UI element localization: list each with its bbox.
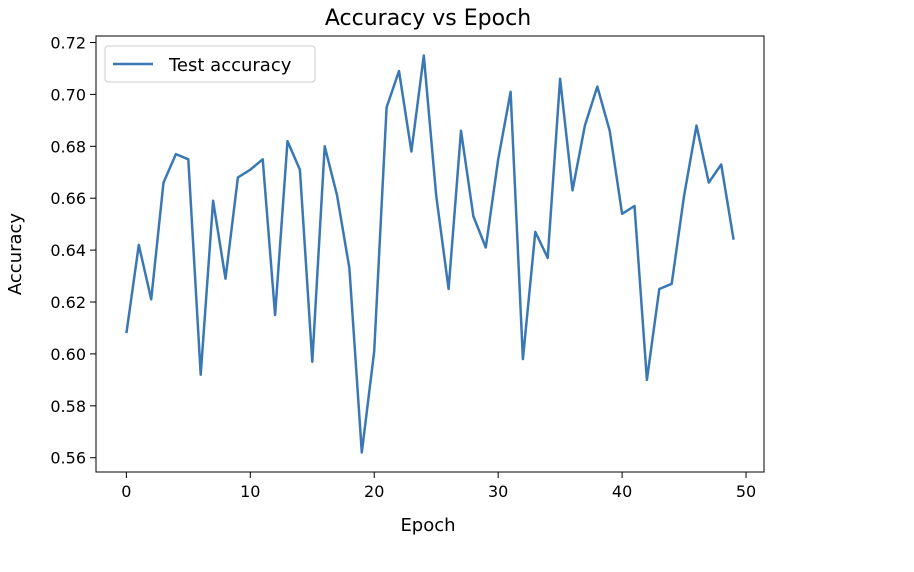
y-tick-label: 0.56 <box>50 449 86 468</box>
y-tick-label: 0.68 <box>50 137 86 156</box>
y-tick-label: 0.64 <box>50 241 86 260</box>
y-axis: 0.56 0.58 0.60 0.62 0.64 0.66 0.68 0.70 0.72 <box>50 33 96 468</box>
x-tick-label: 50 <box>736 482 756 501</box>
series-layer <box>125 54 735 454</box>
legend: Test accuracy <box>104 45 316 83</box>
y-tick-label: 0.70 <box>50 85 86 104</box>
series-line-test-accuracy <box>125 54 735 454</box>
chart-title: Accuracy vs Epoch <box>325 6 531 31</box>
y-tick-label: 0.72 <box>50 33 86 52</box>
plot-area <box>95 35 765 473</box>
x-axis: 0 10 20 30 40 50 <box>121 472 756 501</box>
x-tick-label: 40 <box>612 482 632 501</box>
x-tick-label: 10 <box>240 482 260 501</box>
x-axis-label: Epoch <box>400 515 455 536</box>
x-tick-label: 0 <box>121 482 131 501</box>
y-tick-label: 0.58 <box>50 397 86 416</box>
y-tick-label: 0.66 <box>50 189 86 208</box>
x-tick-label: 30 <box>488 482 508 501</box>
legend-label: Test accuracy <box>168 55 292 76</box>
y-tick-label: 0.60 <box>50 345 86 364</box>
y-axis-label: Accuracy <box>5 213 26 296</box>
x-tick-label: 20 <box>364 482 384 501</box>
y-tick-label: 0.62 <box>50 293 86 312</box>
legend-box <box>104 45 316 83</box>
